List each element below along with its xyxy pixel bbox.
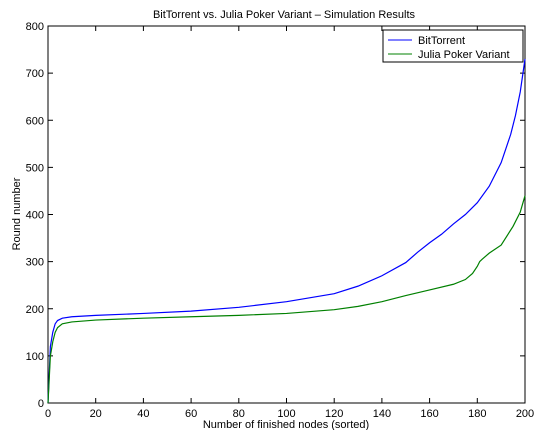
x-tick-label: 180 — [468, 408, 486, 420]
x-tick-label: 140 — [373, 408, 391, 420]
x-axis: 0 20 40 60 80 100 120 140 160 180 200 — [45, 26, 534, 420]
y-tick-label: 0 — [38, 398, 44, 410]
chart-title: BitTorrent vs. Julia Poker Variant – Sim… — [153, 9, 416, 21]
y-tick-label: 800 — [26, 21, 44, 33]
y-tick-label: 100 — [26, 351, 44, 363]
x-tick-label: 20 — [90, 408, 102, 420]
x-tick-label: 120 — [325, 408, 343, 420]
series-line-julia-poker-variant — [47, 195, 526, 404]
x-tick-label: 200 — [516, 408, 534, 420]
legend-box — [382, 29, 524, 63]
y-tick-label: 300 — [26, 257, 44, 269]
x-tick-label: 60 — [185, 408, 197, 420]
legend: BitTorrent Julia Poker Variant — [382, 29, 524, 63]
y-axis: 0 100 200 300 400 500 600 700 800 — [26, 21, 525, 410]
x-tick-label: 80 — [233, 408, 245, 420]
legend-label-julia: Julia Poker Variant — [418, 49, 510, 61]
series-lines — [47, 58, 526, 404]
x-tick-label: 40 — [137, 408, 149, 420]
y-axis-label: Round number — [11, 177, 23, 250]
x-tick-label: 160 — [420, 408, 438, 420]
x-tick-label: 100 — [277, 408, 295, 420]
legend-label-bittorrent: BitTorrent — [418, 35, 465, 47]
y-tick-label: 200 — [26, 304, 44, 316]
y-tick-label: 500 — [26, 162, 44, 174]
y-tick-label: 700 — [26, 68, 44, 80]
x-axis-label: Number of finished nodes (sorted) — [203, 419, 369, 430]
y-tick-label: 400 — [26, 210, 44, 222]
plot-area — [47, 25, 526, 404]
y-tick-label: 600 — [26, 115, 44, 127]
x-tick-label: 0 — [45, 408, 51, 420]
series-line-bittorrent — [47, 58, 526, 404]
